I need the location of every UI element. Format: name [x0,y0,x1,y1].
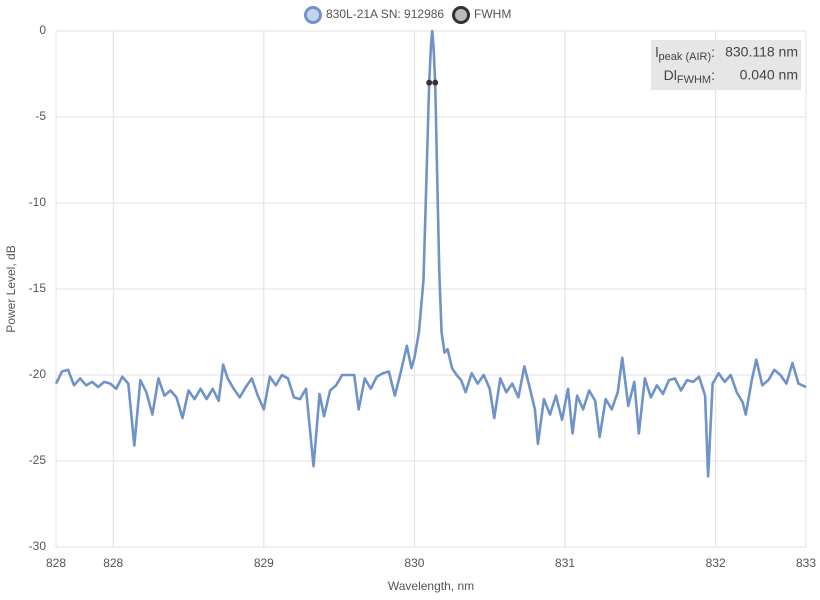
x-tick-label: 832 [706,556,726,570]
annotation-value: 830.118 nm [725,44,798,60]
y-tick-label: -5 [35,109,46,123]
x-tick-label: 833 [796,556,816,570]
x-tick-label: 828 [46,556,66,570]
legend-swatch [304,6,322,24]
annotation-background [651,40,801,90]
fwhm-marker [432,79,439,86]
annotation-subscript: peak (AIR) [659,51,712,63]
fwhm-marker [426,79,433,86]
x-tick-label: 829 [254,556,274,570]
y-tick-label: -20 [29,367,47,381]
y-tick-label: -30 [29,539,47,553]
y-tick-label: 0 [39,23,46,37]
y-tick-label: -25 [29,453,47,467]
line-series [54,29,807,478]
x-tick-label: 831 [555,556,575,570]
legend-swatch [452,6,470,24]
y-axis-label: Power Level, dB [4,245,18,332]
x-tick-label: 828 [103,556,123,570]
x-tick-label: 830 [404,556,424,570]
annotation-subscript: FWHM [677,74,711,86]
x-axis-label: Wavelength, nm [388,579,474,593]
y-tick-label: -10 [29,195,47,209]
annotation-value: 0.040 nm [740,67,798,83]
legend-label: FWHM [474,7,511,21]
annotation-label: lpeak (AIR): [655,44,715,63]
annotation-symbol: Dl [664,67,677,83]
annotation-symbol: l [655,44,658,60]
legend-label: 830L-21A SN: 912986 [326,7,444,21]
annotation-suffix: : [711,67,715,83]
y-tick-label: -15 [29,281,47,295]
annotation-label: DlFWHM: [664,67,715,86]
annotation-suffix: : [711,44,715,60]
legend: 830L-21A SN: 912986 FWHM [304,6,511,24]
